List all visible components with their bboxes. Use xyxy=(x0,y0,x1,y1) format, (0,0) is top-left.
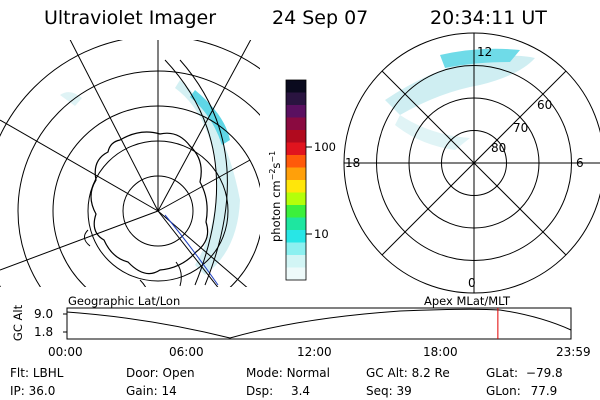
colorbar-tick-10: 10 xyxy=(314,227,329,241)
colorbar-stripe xyxy=(286,267,306,281)
meridian xyxy=(0,210,159,271)
aurora-region-left xyxy=(175,80,240,275)
status-filter: Flt: LBHL xyxy=(10,366,64,380)
title: Ultraviolet Imager xyxy=(44,7,217,29)
timeline-xtick: 12:00 xyxy=(297,345,332,359)
colorbar-stripe xyxy=(286,230,306,243)
colorbar-stripe xyxy=(286,192,306,206)
mlt-label-18: 18 xyxy=(345,156,361,170)
status-glon: GLon: 77.9 xyxy=(486,384,558,398)
meridian xyxy=(157,40,252,212)
mlat-label-60: 60 xyxy=(537,98,553,112)
colorbar-stripe xyxy=(286,92,306,106)
colorbar-stripe xyxy=(286,255,306,268)
altitude-timeline xyxy=(63,307,572,340)
timeline-ytick-bottom: 1.8 xyxy=(34,325,54,339)
status-gain: Gain: 14 xyxy=(126,384,177,398)
mlat-label-70: 70 xyxy=(513,121,529,135)
altitude-curve xyxy=(66,308,572,339)
colorbar-stripe xyxy=(286,105,306,118)
meridian xyxy=(157,210,248,287)
status-glat: GLat: −79.8 xyxy=(486,366,563,380)
mlt-label-0: 0 xyxy=(468,276,476,290)
colorbar-stripe xyxy=(286,180,306,193)
left-map-caption: Geographic Lat/Lon xyxy=(68,294,181,308)
mlt-polar-plot xyxy=(343,32,600,294)
geographic-map xyxy=(0,40,260,287)
meridian xyxy=(0,119,159,212)
colorbar-stripe xyxy=(286,242,306,256)
time-label: 20:34:11 UT xyxy=(430,7,547,29)
colorbar-stripe xyxy=(286,142,306,156)
status-mode: Mode: Normal xyxy=(246,366,330,380)
status-door: Door: Open xyxy=(126,366,195,380)
colorbar-stripe xyxy=(286,117,306,131)
colorbar-stripe xyxy=(286,155,306,168)
colorbar-unit: photon cm−2s−1 xyxy=(268,150,283,242)
satellite-track xyxy=(164,214,219,286)
colorbar-stripe xyxy=(286,217,306,231)
colorbar-stripe xyxy=(286,80,306,93)
colorbar-stripe xyxy=(286,167,306,181)
date-label: 24 Sep 07 xyxy=(272,7,369,29)
timeline-xtick: 06:00 xyxy=(169,345,204,359)
timeline-y-label: GC Alt xyxy=(11,304,25,342)
colorbar xyxy=(285,79,312,281)
status-gc-alt: GC Alt: 8.2 Re xyxy=(366,366,450,380)
right-map-caption: Apex MLat/MLT xyxy=(424,294,511,308)
status-seq: Seq: 39 xyxy=(366,384,412,398)
meridian xyxy=(157,210,219,287)
coastline xyxy=(90,131,209,275)
timeline-xtick: 00:00 xyxy=(48,345,83,359)
timeline-ytick-top: 9.0 xyxy=(34,307,54,321)
timeline-xtick: 23:59 xyxy=(556,345,591,359)
mlt-label-12: 12 xyxy=(477,45,493,59)
meridian xyxy=(157,159,251,212)
colorbar-tick-100: 100 xyxy=(314,140,336,154)
timeline-xtick: 18:00 xyxy=(423,345,458,359)
meridian xyxy=(69,40,159,212)
mlat-label-80: 80 xyxy=(491,141,507,155)
colorbar-stripe xyxy=(286,130,306,143)
aurora-region-right xyxy=(385,55,535,115)
status-ip: IP: 36.0 xyxy=(10,384,56,398)
mlt-label-6: 6 xyxy=(576,156,584,170)
status-dsp: Dsp: 3.4 xyxy=(246,384,311,398)
colorbar-stripe xyxy=(286,205,306,218)
